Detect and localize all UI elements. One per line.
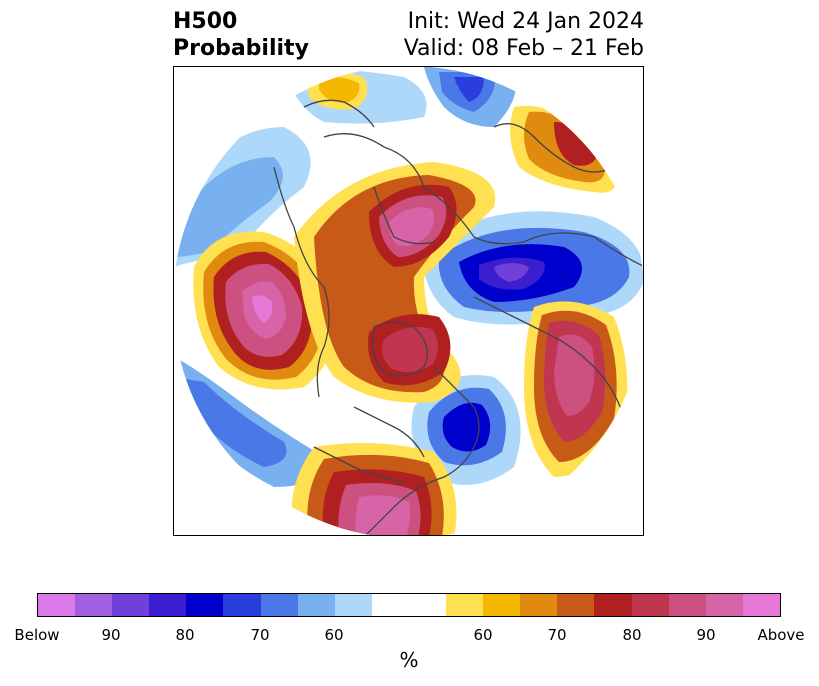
colorbar-segment [483, 594, 521, 616]
title-type: Probability [173, 36, 309, 61]
colorbar-segment [38, 594, 76, 616]
colorbar-segment [520, 594, 558, 616]
colorbar-tick-label: 70 [250, 626, 270, 644]
colorbar-segment [557, 594, 595, 616]
chart-title-right: Init: Wed 24 Jan 2024 Valid: 08 Feb – 21… [404, 8, 644, 62]
colorbar-segment [297, 594, 335, 616]
colorbar-tick-label: 60 [473, 626, 493, 644]
probability-colorbar [37, 593, 781, 617]
colorbar-segment [631, 594, 669, 616]
colorbar-segment [112, 594, 150, 616]
colorbar-segment [223, 594, 261, 616]
colorbar-tick-label: Below [14, 626, 60, 644]
colorbar-tick-label: 90 [101, 626, 121, 644]
chart-title-left: H500 Probability [173, 8, 309, 62]
colorbar-segment [668, 594, 706, 616]
colorbar-segment [742, 594, 780, 616]
colorbar-segment [75, 594, 113, 616]
probability-map [174, 67, 643, 535]
map-panel [173, 66, 644, 536]
colorbar-tick-label: 80 [175, 626, 195, 644]
colorbar-tick-label: 90 [696, 626, 716, 644]
colorbar-segment [186, 594, 224, 616]
colorbar-tick-label: Above [757, 626, 805, 644]
init-date: Init: Wed 24 Jan 2024 [407, 9, 644, 34]
colorbar-tick-label: 70 [547, 626, 567, 644]
colorbar-segment [446, 594, 484, 616]
colorbar-segment [371, 594, 409, 616]
colorbar-segment [334, 594, 372, 616]
coastlines [273, 99, 643, 535]
colorbar-segment [260, 594, 298, 616]
title-variable: H500 [173, 9, 238, 34]
colorbar-segment [705, 594, 743, 616]
colorbar-tick-label: 80 [622, 626, 642, 644]
colorbar-unit: % [399, 648, 419, 672]
colorbar-segment [594, 594, 632, 616]
above-normal-areas [193, 70, 628, 535]
colorbar-segment [149, 594, 187, 616]
colorbar-tick-label: 60 [324, 626, 344, 644]
valid-range: Valid: 08 Feb – 21 Feb [403, 36, 644, 61]
colorbar-segment [408, 594, 447, 616]
